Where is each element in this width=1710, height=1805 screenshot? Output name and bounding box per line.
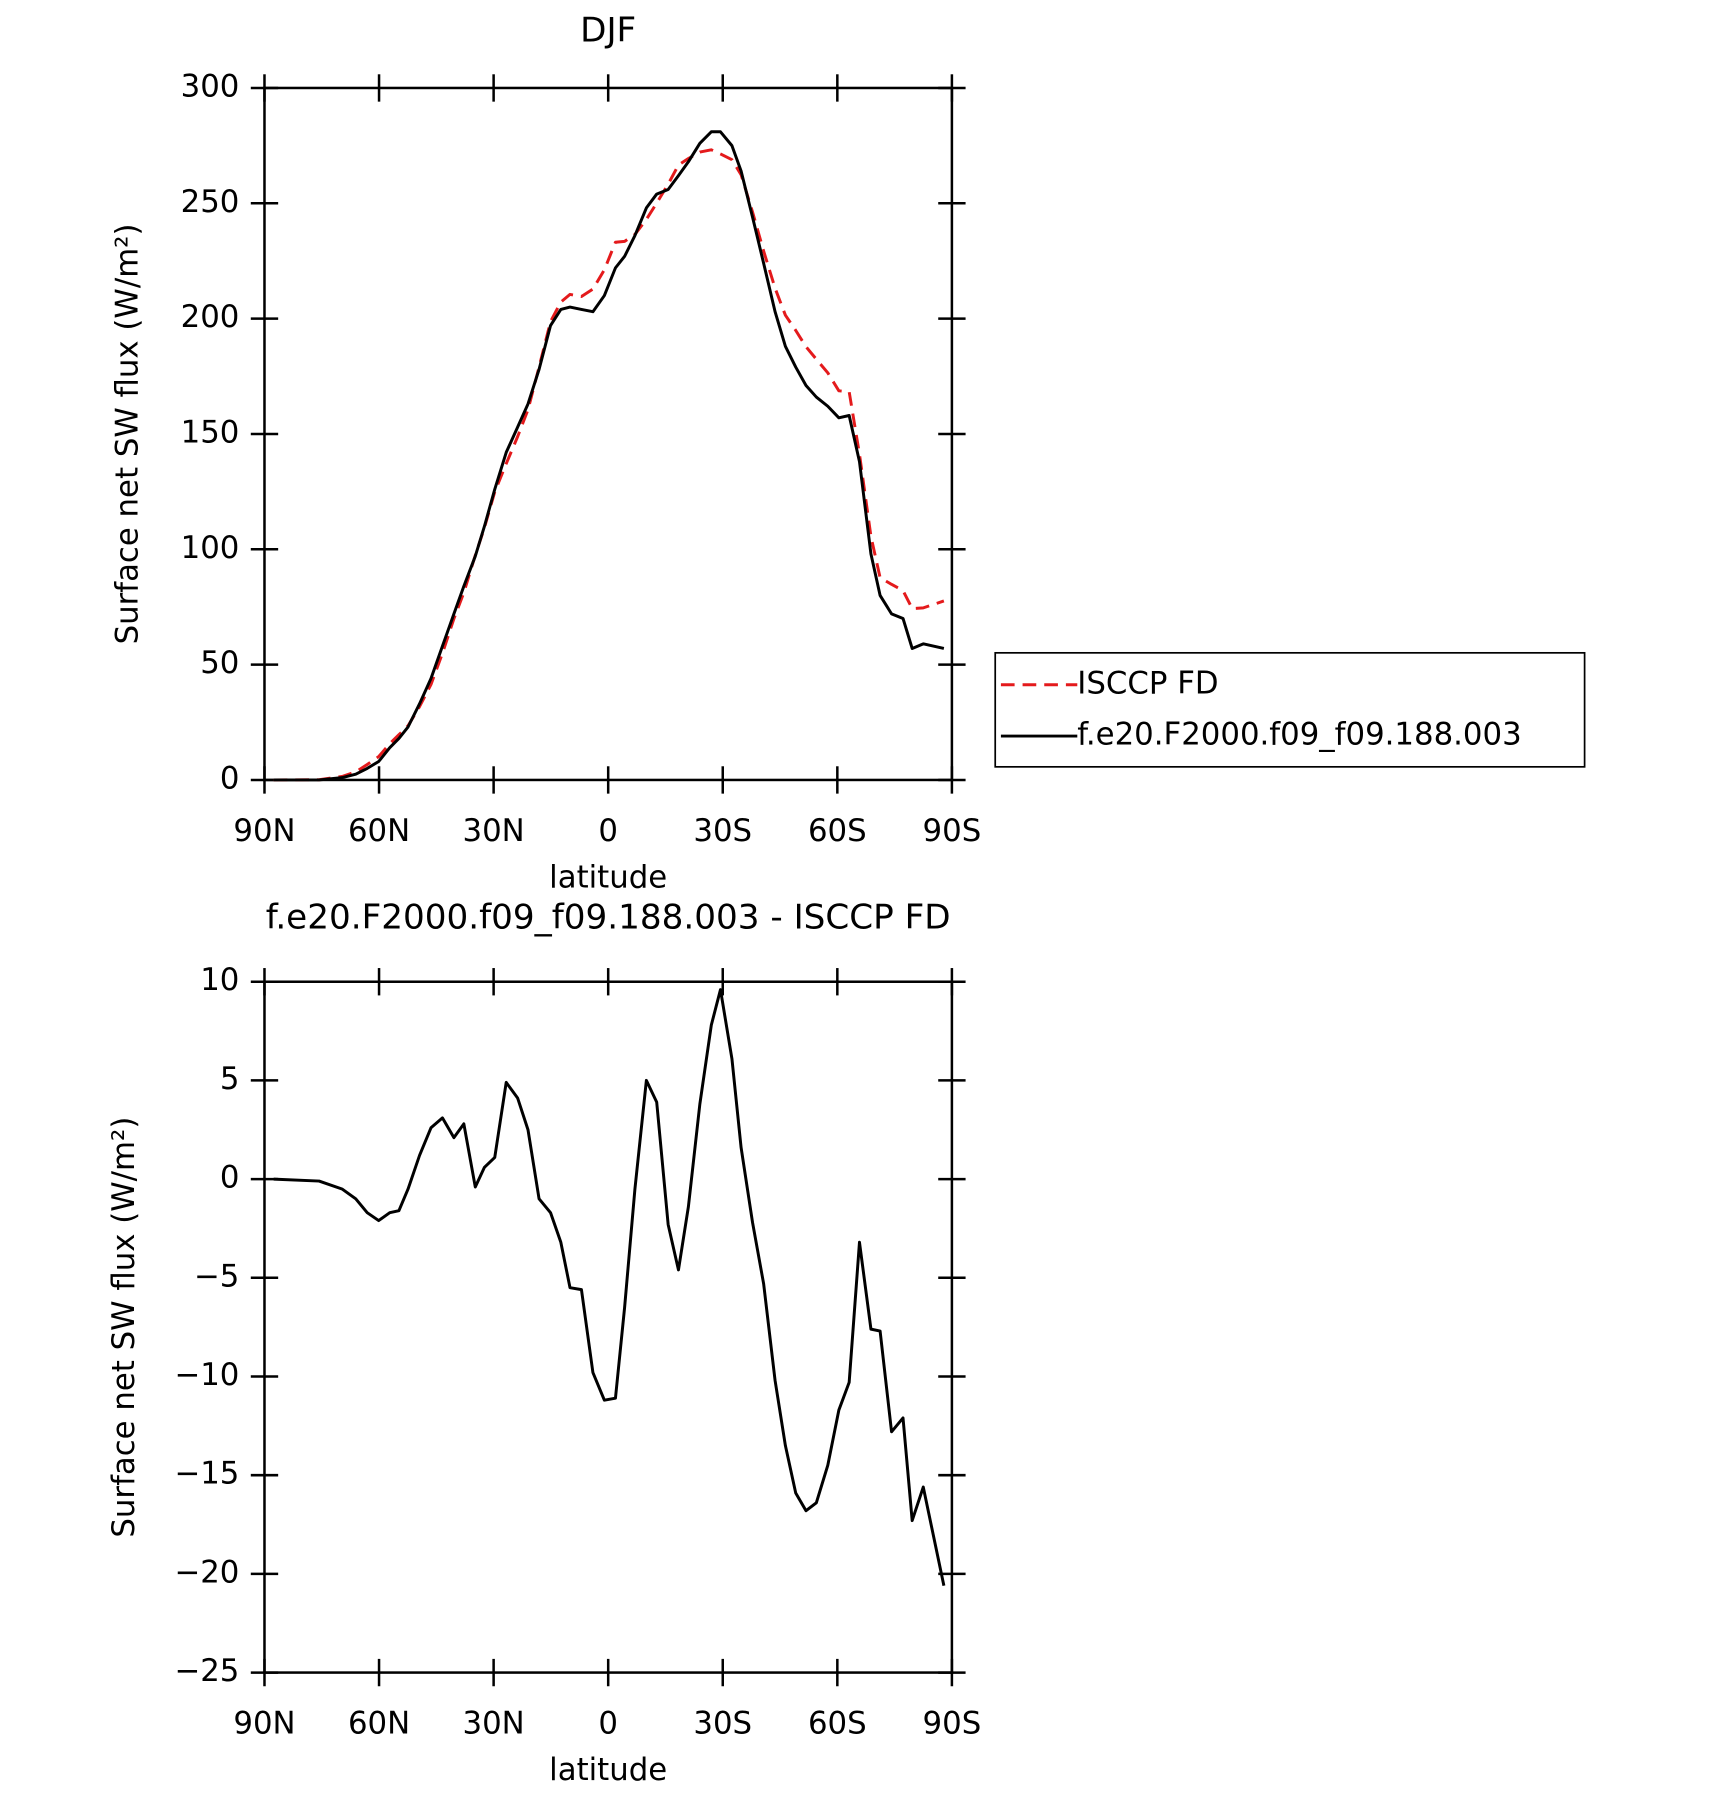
y-tick-label: 150 [181, 414, 240, 450]
legend-label: ISCCP FD [1077, 665, 1218, 701]
x-tick-label: 60S [808, 1706, 867, 1742]
x-tick-label: 60N [348, 813, 410, 849]
x-tick-label: 90S [923, 1706, 982, 1742]
y-tick-label: −25 [174, 1653, 239, 1689]
legend-label: f.e20.F2000.f09_f09.188.003 [1077, 717, 1521, 753]
y-tick-label: −20 [174, 1554, 239, 1590]
y-tick-label: −15 [174, 1456, 239, 1492]
data-line [273, 130, 945, 782]
legend-box [994, 651, 1586, 768]
y-tick-label: 250 [181, 184, 240, 220]
y-tick-label: 10 [200, 962, 239, 998]
y-tick-label: 0 [220, 760, 240, 796]
x-tick-label: 0 [598, 1706, 618, 1742]
x-tick-label: 90S [923, 813, 982, 849]
y-tick-label: 0 [220, 1160, 240, 1196]
y-tick-label: −5 [194, 1258, 239, 1294]
chart-title: f.e20.F2000.f09_f09.188.003 - ISCCP FD [266, 898, 951, 938]
y-axis-label: Surface net SW flux (W/m²) [106, 1117, 142, 1538]
y-tick-label: 200 [181, 299, 240, 335]
x-tick-label: 30S [693, 813, 752, 849]
y-tick-label: 5 [220, 1061, 240, 1097]
data-line [273, 988, 946, 1587]
y-tick-label: 100 [181, 530, 240, 566]
x-tick-label: 60N [348, 1706, 410, 1742]
x-axis-label: latitude [549, 1752, 667, 1788]
y-tick-label: −10 [174, 1357, 239, 1393]
x-tick-label: 90N [233, 1706, 295, 1742]
x-tick-label: 90N [233, 813, 295, 849]
x-tick-label: 30N [463, 813, 525, 849]
chart-title: DJF [580, 11, 636, 51]
x-axis-label: latitude [549, 860, 667, 896]
y-axis-label: Surface net SW flux (W/m²) [109, 223, 145, 644]
y-tick-label: 50 [200, 645, 239, 681]
x-tick-label: 30S [693, 1706, 752, 1742]
plot-frame [263, 86, 954, 782]
x-tick-label: 0 [598, 813, 618, 849]
y-tick-label: 300 [181, 68, 240, 104]
x-tick-label: 60S [808, 813, 867, 849]
data-line [273, 148, 945, 782]
plot-frame [263, 980, 954, 1674]
x-tick-label: 30N [463, 1706, 525, 1742]
